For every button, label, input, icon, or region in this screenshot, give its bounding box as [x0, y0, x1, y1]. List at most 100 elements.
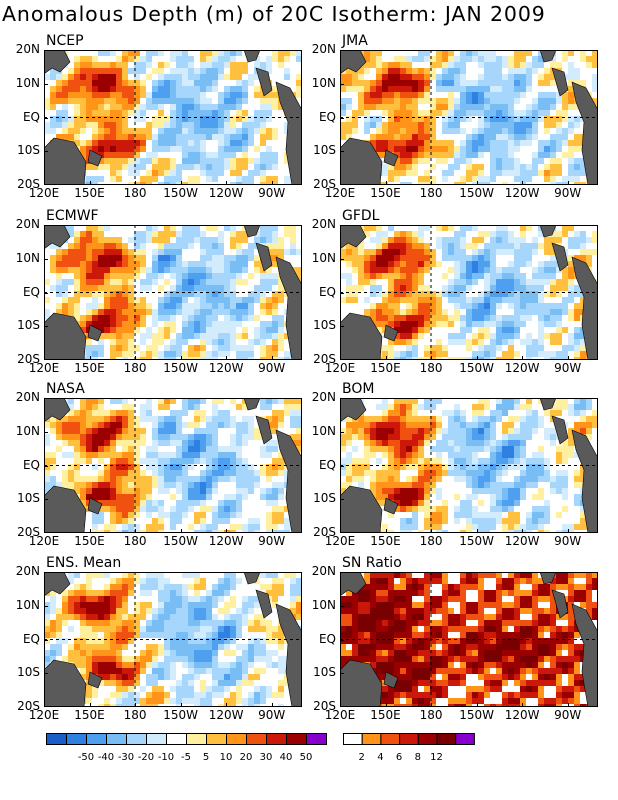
anomaly-map — [44, 50, 302, 185]
latitude-label: EQ — [318, 110, 336, 124]
land-mass — [539, 225, 557, 238]
colorbar-swatch — [361, 733, 382, 745]
anomaly-map — [340, 225, 598, 360]
latitude-label: EQ — [22, 285, 40, 299]
map-frame — [340, 225, 598, 360]
longitude-label: 180 — [123, 186, 147, 200]
land-mass — [383, 324, 399, 342]
land-mass — [243, 50, 261, 63]
colorbar-label: 8 — [414, 752, 421, 763]
land-mass — [275, 256, 302, 360]
latitude-label: 20S — [313, 352, 336, 366]
land-mass — [340, 572, 367, 597]
land-mass — [551, 242, 569, 272]
colorbar-swatch — [166, 733, 187, 745]
colorbar-label: 4 — [377, 752, 384, 763]
colorbar-swatch — [186, 733, 207, 745]
longitude-label: 120E — [28, 534, 60, 548]
colorbar-swatch — [455, 733, 475, 745]
figure-title: Anomalous Depth (m) of 20C Isotherm: JAN… — [2, 2, 546, 26]
land-mass — [383, 671, 399, 689]
land-mass — [44, 572, 71, 597]
map-panel — [44, 398, 302, 533]
colorbar-swatch — [46, 733, 67, 745]
panel-title: SN Ratio — [342, 555, 402, 571]
map-panel — [340, 225, 598, 360]
panel-title: ECMWF — [46, 208, 99, 224]
colorbar-swatch — [266, 733, 287, 745]
colorbar-swatch — [86, 733, 107, 745]
longitude-label: 180 — [419, 361, 443, 375]
longitude-label: 120E — [28, 186, 60, 200]
latitude-label: 20S — [17, 177, 40, 191]
latitude-label: 10N — [311, 76, 336, 90]
latitude-label: 10S — [313, 491, 336, 505]
anomaly-colorbar — [46, 733, 327, 745]
colorbar-label: 6 — [395, 752, 403, 763]
map-panel — [44, 50, 302, 185]
land-mass — [551, 589, 569, 619]
longitude-label: 150E — [74, 361, 105, 375]
map-frame — [44, 398, 302, 533]
latitude-label: 10S — [17, 491, 40, 505]
latitude-label: 20N — [311, 217, 336, 231]
anomaly-map — [340, 572, 598, 707]
colorbar-swatch — [380, 733, 401, 745]
latitude-label: 20S — [313, 699, 336, 713]
colorbar-label: -50 — [77, 752, 95, 763]
anomaly-map — [340, 398, 598, 533]
longitude-label: 120W — [208, 534, 244, 548]
land-mass — [571, 429, 598, 533]
latitude-label: 10N — [15, 424, 40, 438]
longitude-label: 120W — [504, 361, 540, 375]
panel-title: ENS. Mean — [46, 555, 122, 571]
map-panel — [44, 225, 302, 360]
longitude-label: 150W — [459, 708, 494, 722]
longitude-label: 150W — [459, 361, 494, 375]
longitude-label: 120W — [504, 708, 540, 722]
map-panel — [340, 398, 598, 533]
map-frame — [340, 572, 598, 707]
land-mass — [539, 50, 557, 63]
land-mass — [243, 225, 261, 238]
longitude-label: 150W — [163, 534, 198, 548]
latitude-label: 10N — [15, 251, 40, 265]
land-mass — [44, 485, 87, 533]
land-mass — [383, 497, 399, 515]
map-panel — [340, 50, 598, 185]
latitude-label: 10N — [311, 424, 336, 438]
colorbar-swatch — [436, 733, 457, 745]
land-mass — [255, 67, 273, 97]
latitude-label: 10N — [311, 598, 336, 612]
colorbar-swatch — [286, 733, 307, 745]
colorbar-label: 2 — [358, 752, 365, 763]
latitude-label: 20N — [15, 564, 40, 578]
colorbar-label: 12 — [430, 752, 443, 763]
longitude-label: 120E — [324, 708, 356, 722]
panel-title: GFDL — [342, 208, 380, 224]
latitude-label: EQ — [22, 458, 40, 472]
anomaly-map — [44, 572, 302, 707]
latitude-label: 10N — [311, 251, 336, 265]
longitude-label: 90W — [258, 708, 286, 722]
land-mass — [87, 497, 103, 515]
map-frame — [340, 398, 598, 533]
longitude-label: 90W — [554, 361, 582, 375]
land-mass — [275, 81, 302, 185]
longitude-label: 120W — [504, 186, 540, 200]
land-mass — [340, 659, 383, 707]
latitude-label: 20S — [17, 699, 40, 713]
land-mass — [340, 398, 367, 423]
latitude-label: 10S — [17, 143, 40, 157]
longitude-label: 150W — [163, 361, 198, 375]
land-mass — [87, 149, 103, 167]
map-frame — [44, 50, 302, 185]
longitude-label: 180 — [123, 534, 147, 548]
latitude-label: 20S — [17, 352, 40, 366]
land-mass — [340, 137, 383, 185]
latitude-label: 20N — [311, 564, 336, 578]
colorbar-swatch — [343, 733, 363, 745]
latitude-label: 20S — [313, 177, 336, 191]
land-mass — [44, 50, 71, 75]
land-mass — [44, 225, 71, 250]
